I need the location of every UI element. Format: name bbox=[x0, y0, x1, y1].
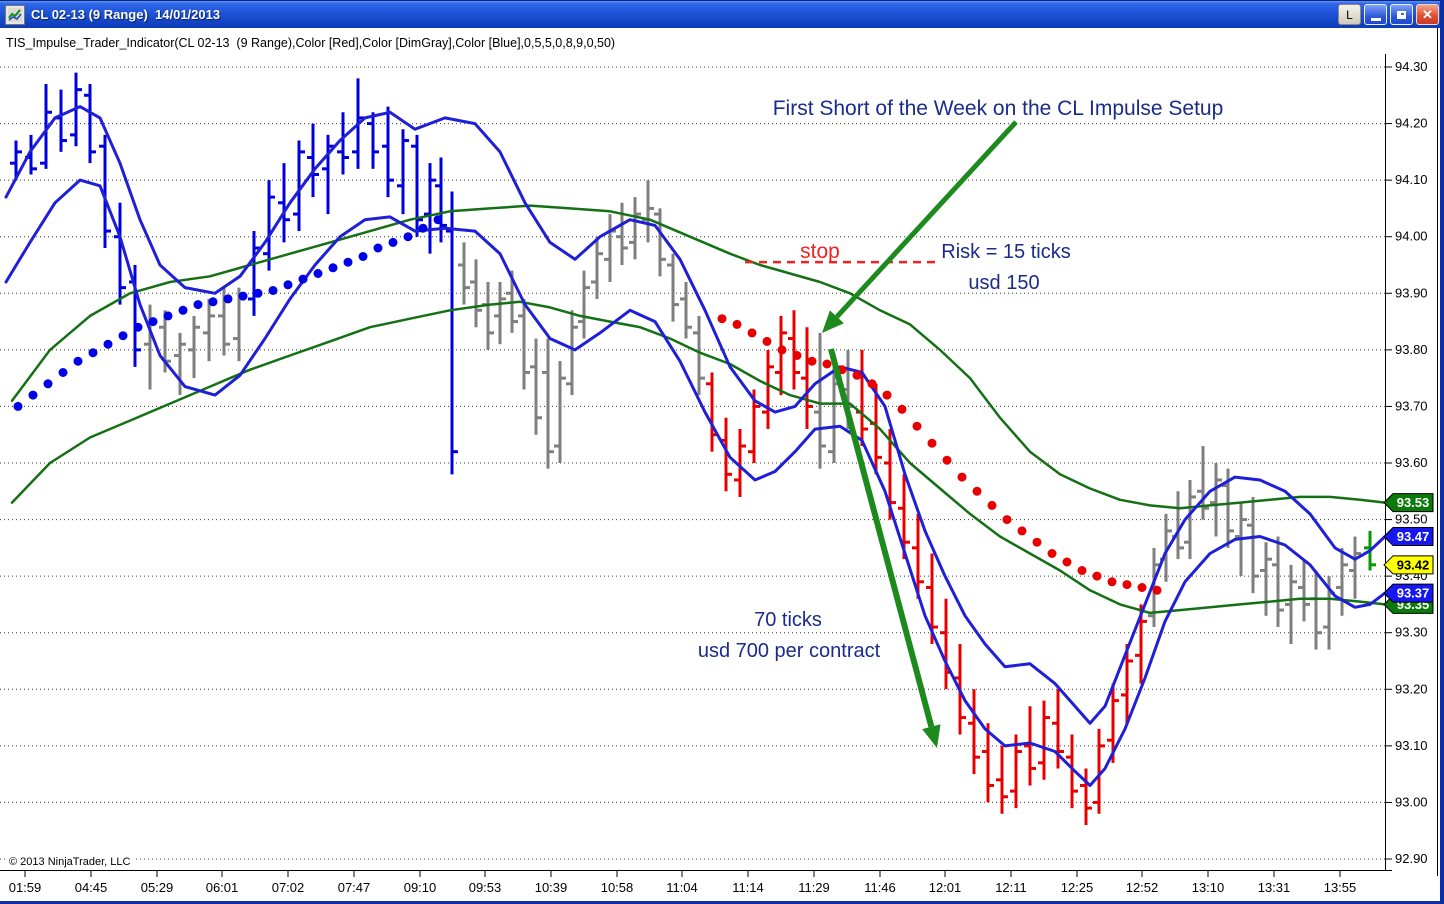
price-tag-93.42: 93.42 bbox=[1383, 555, 1434, 575]
note-profit-1: 70 ticks bbox=[754, 609, 822, 631]
price-gridlines bbox=[0, 66, 1385, 860]
axis-spines bbox=[0, 28, 1438, 876]
close-button[interactable]: ✕ bbox=[1416, 4, 1439, 25]
svg-text:06:01: 06:01 bbox=[206, 880, 239, 895]
indicator-label: TIS_Impulse_Trader_Indicator(CL 02-13 (9… bbox=[0, 28, 1437, 54]
svg-text:93.37: 93.37 bbox=[1397, 586, 1430, 601]
note-profit-2: usd 700 per contract bbox=[698, 640, 881, 662]
price-tag-93.53: 93.53 bbox=[1383, 493, 1434, 513]
restore-button[interactable] bbox=[1390, 4, 1413, 25]
blue-ma-upper-line bbox=[4, 105, 1387, 725]
red-downtrend-dots bbox=[717, 314, 1162, 595]
svg-text:01:59: 01:59 bbox=[9, 880, 42, 895]
link-button[interactable]: L bbox=[1338, 4, 1361, 25]
minimize-icon bbox=[1370, 18, 1381, 21]
move-arrow bbox=[828, 348, 941, 748]
svg-text:09:53: 09:53 bbox=[469, 880, 502, 895]
svg-text:93.90: 93.90 bbox=[1395, 285, 1428, 300]
svg-text:05:29: 05:29 bbox=[141, 880, 174, 895]
svg-text:11:04: 11:04 bbox=[666, 880, 698, 895]
svg-text:04:45: 04:45 bbox=[75, 880, 108, 895]
note-stop: stop bbox=[800, 240, 840, 263]
close-icon: ✕ bbox=[1422, 7, 1433, 22]
note-risk-2: usd 150 bbox=[968, 272, 1039, 294]
note-first-short: First Short of the Week on the CL Impuls… bbox=[773, 97, 1224, 120]
price-tag-93.37: 93.37 bbox=[1383, 583, 1434, 603]
svg-text:93.30: 93.30 bbox=[1395, 625, 1428, 640]
svg-text:93.50: 93.50 bbox=[1395, 512, 1428, 527]
svg-text:13:10: 13:10 bbox=[1192, 880, 1225, 895]
svg-text:93.70: 93.70 bbox=[1395, 398, 1428, 413]
svg-text:11:14: 11:14 bbox=[732, 880, 764, 895]
price-axis: 94.30 94.20 94.10 94.00 93.90 93.80 93.70 93.60… bbox=[1385, 59, 1428, 866]
window-title: CL 02-13 (9 Range) 14/01/2013 bbox=[31, 7, 221, 22]
svg-text:12:11: 12:11 bbox=[995, 880, 1027, 895]
blue-uptrend-dots bbox=[13, 215, 443, 411]
svg-text:94.20: 94.20 bbox=[1395, 116, 1428, 131]
indicator-lines bbox=[4, 105, 1387, 787]
svg-text:12:25: 12:25 bbox=[1061, 880, 1094, 895]
green-envelope-upper-line bbox=[10, 204, 1387, 510]
green-envelope-lower-line bbox=[10, 300, 1387, 615]
blue-ma-lower-line bbox=[4, 178, 1387, 787]
svg-text:93.20: 93.20 bbox=[1395, 681, 1428, 696]
svg-text:92.90: 92.90 bbox=[1395, 851, 1428, 866]
entry-arrow bbox=[822, 120, 1018, 333]
svg-text:94.10: 94.10 bbox=[1395, 172, 1428, 187]
minimize-button[interactable] bbox=[1364, 4, 1387, 25]
svg-text:94.30: 94.30 bbox=[1395, 59, 1428, 74]
price-bars bbox=[10, 72, 1376, 826]
svg-text:11:29: 11:29 bbox=[798, 880, 830, 895]
window-border-right bbox=[1440, 0, 1444, 904]
price-tag-93.47: 93.47 bbox=[1383, 527, 1434, 547]
time-axis: 01:59 04:45 05:29 06:01 07:02 07:47 09:10 09:53… bbox=[9, 870, 1357, 895]
svg-text:07:02: 07:02 bbox=[272, 880, 305, 895]
svg-text:07:47: 07:47 bbox=[338, 880, 371, 895]
svg-text:09:10: 09:10 bbox=[404, 880, 437, 895]
window-controls: L ✕ bbox=[1338, 4, 1439, 25]
svg-text:93.60: 93.60 bbox=[1395, 455, 1428, 470]
svg-text:13:31: 13:31 bbox=[1258, 880, 1291, 895]
svg-text:93.42: 93.42 bbox=[1397, 557, 1430, 572]
note-risk-1: Risk = 15 ticks bbox=[941, 241, 1070, 263]
svg-text:10:39: 10:39 bbox=[535, 880, 568, 895]
svg-text:93.53: 93.53 bbox=[1397, 495, 1430, 510]
svg-text:13:55: 13:55 bbox=[1324, 880, 1357, 895]
svg-text:93.10: 93.10 bbox=[1395, 738, 1428, 753]
annotations: First Short of the Week on the CL Impuls… bbox=[698, 97, 1223, 662]
svg-text:93.00: 93.00 bbox=[1395, 794, 1428, 809]
titlebar[interactable]: CL 02-13 (9 Range) 14/01/2013 L ✕ bbox=[0, 0, 1444, 28]
svg-text:12:52: 12:52 bbox=[1126, 880, 1159, 895]
copyright-label: © 2013 NinjaTrader, LLC bbox=[6, 856, 134, 868]
svg-text:93.80: 93.80 bbox=[1395, 342, 1428, 357]
svg-text:94.00: 94.00 bbox=[1395, 229, 1428, 244]
svg-text:10:58: 10:58 bbox=[601, 880, 634, 895]
restore-icon bbox=[1397, 10, 1406, 19]
impulse-dot-trails bbox=[13, 215, 1162, 595]
window-border-bottom bbox=[0, 901, 1444, 904]
svg-text:93.47: 93.47 bbox=[1397, 529, 1430, 544]
svg-text:11:46: 11:46 bbox=[864, 880, 896, 895]
svg-text:12:01: 12:01 bbox=[929, 880, 962, 895]
chart-app-icon bbox=[5, 4, 25, 25]
arrows bbox=[822, 120, 1018, 748]
